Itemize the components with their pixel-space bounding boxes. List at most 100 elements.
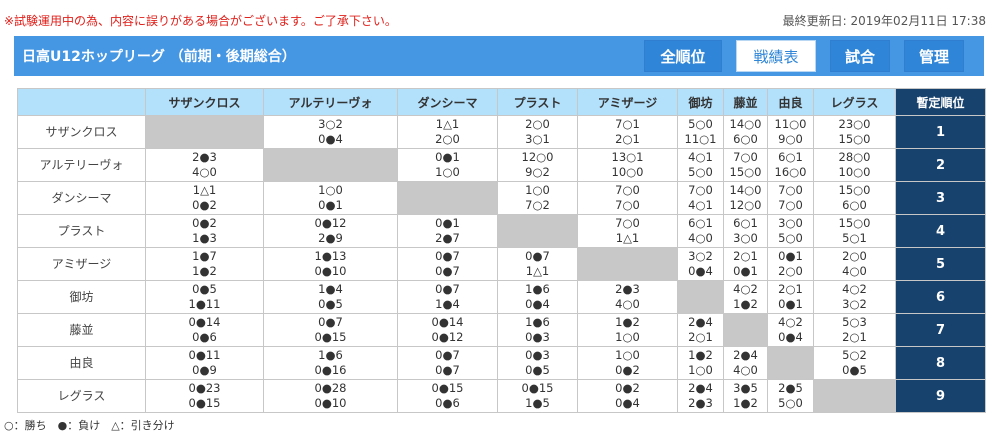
result-cell: 7○0 15○0 (723, 148, 768, 182)
team-name: レグラス (17, 379, 146, 413)
result-cell: 7○0 1△1 (577, 214, 678, 248)
provisional-rank: 5 (895, 247, 986, 281)
second-half-score: 0●4 (778, 330, 803, 344)
first-half-score: 0●28 (314, 381, 347, 395)
second-half-score: 2○1 (688, 330, 713, 344)
table-row: アルテリーヴォ 2●3 4○0 0●1 1○0 12○0 9○2 13○1 10○0 4○1 5○0… (17, 148, 986, 182)
second-half-score: 0●5 (318, 297, 343, 311)
first-half-score: 1●6 (525, 282, 550, 296)
result-cell: 2●4 2●3 (677, 379, 724, 413)
first-half-score: 2●4 (688, 381, 713, 395)
first-half-score: 6○1 (688, 216, 713, 230)
league-header: 日高U12ホップリーグ （前期・後期総合） 全順位 戦績表 試合 管理 (14, 36, 984, 76)
first-half-score: 7○0 (688, 183, 713, 197)
result-cell: 1●4 0●5 (263, 280, 398, 314)
first-half-score: 0●7 (435, 249, 460, 263)
result-cell: 1○0 0●1 (263, 181, 398, 215)
second-half-score: 4○0 (733, 363, 758, 377)
second-half-score: 4○0 (842, 264, 867, 278)
self-match-cell (497, 214, 578, 248)
team-name: 御坊 (17, 280, 146, 314)
first-half-score: 0●1 (435, 216, 460, 230)
second-half-score: 1●2 (733, 396, 758, 410)
first-half-score: 0●14 (188, 315, 221, 329)
result-cell: 4○2 3○2 (813, 280, 896, 314)
second-half-score: 5○0 (778, 231, 803, 245)
second-half-score: 5○1 (842, 231, 867, 245)
second-half-score: 6○0 (733, 132, 758, 146)
last-updated: 最終更新日: 2019年02月11日 17:38 (782, 14, 986, 28)
second-half-score: 9○0 (778, 132, 803, 146)
first-half-score: 2○0 (525, 117, 550, 131)
provisional-rank: 3 (895, 181, 986, 215)
second-half-score: 0●5 (525, 363, 550, 377)
second-half-score: 1●5 (525, 396, 550, 410)
second-half-score: 4○1 (688, 198, 713, 212)
first-half-score: 4○2 (733, 282, 758, 296)
second-half-score: 1△1 (615, 231, 640, 245)
first-half-score: 1●2 (688, 348, 713, 362)
result-cell: 0●7 1△1 (497, 247, 578, 281)
nav-admin-button[interactable]: 管理 (904, 40, 964, 72)
first-half-score: 4○2 (778, 315, 803, 329)
result-cell: 3●5 1●2 (723, 379, 768, 413)
first-half-score: 11○0 (774, 117, 807, 131)
first-half-score: 0●15 (431, 381, 464, 395)
second-half-score: 12○0 (729, 198, 762, 212)
result-cell: 1△1 0●2 (145, 181, 264, 215)
column-header: 由良 (767, 88, 814, 116)
result-cell: 2●3 4○0 (577, 280, 678, 314)
result-cell: 0●1 1○0 (397, 148, 498, 182)
result-cell: 2●5 5○0 (767, 379, 814, 413)
second-half-score: 1△1 (525, 264, 550, 278)
result-cell: 0●1 2●7 (397, 214, 498, 248)
column-header: アミザージ (577, 88, 678, 116)
result-legend: ○：勝ち ●：負け △：引き分け (4, 419, 175, 432)
first-half-score: 0●1 (435, 150, 460, 164)
first-half-score: 23○0 (838, 117, 871, 131)
second-half-score: 0●1 (778, 297, 803, 311)
result-cell: 0●7 0●15 (263, 313, 398, 347)
table-row: ダンシーマ 1△1 0●2 1○0 0●1 1○0 7○2 7○0 7○0 7○0 4○1 14○0 1… (17, 181, 986, 215)
column-header: プラスト (497, 88, 578, 116)
second-half-score: 3○0 (733, 231, 758, 245)
first-half-score: 1△1 (192, 183, 217, 197)
table-row: レグラス 0●23 0●15 0●28 0●10 0●15 0●6 0●15 1●5 0●2 0●4… (17, 379, 986, 413)
result-cell: 2○1 0●1 (723, 247, 768, 281)
result-cell: 3○2 0●4 (263, 115, 398, 149)
result-cell: 7○0 7○0 (767, 181, 814, 215)
result-cell: 4○2 1●2 (723, 280, 768, 314)
second-half-score: 1○0 (688, 363, 713, 377)
first-half-score: 4○2 (842, 282, 867, 296)
team-name: プラスト (17, 214, 146, 248)
first-half-score: 1△1 (435, 117, 460, 131)
first-half-score: 4○1 (688, 150, 713, 164)
team-name: サザンクロス (17, 115, 146, 149)
first-half-score: 0●15 (521, 381, 554, 395)
result-cell: 1○0 7○2 (497, 181, 578, 215)
first-half-score: 3○2 (318, 117, 343, 131)
result-cell: 0●2 1●3 (145, 214, 264, 248)
nav-standings-button[interactable]: 全順位 (644, 40, 722, 72)
result-cell: 1△1 2○0 (397, 115, 498, 149)
result-cell: 0●23 0●15 (145, 379, 264, 413)
table-row: 藤並 0●14 0●6 0●7 0●15 0●14 0●12 1●6 0●3 1●2 1○0 2●4 2… (17, 313, 986, 347)
first-half-score: 0●7 (318, 315, 343, 329)
result-cell: 0●7 1●4 (397, 280, 498, 314)
first-half-score: 0●2 (192, 216, 217, 230)
second-half-score: 0●15 (188, 396, 221, 410)
second-half-score: 11○1 (684, 132, 717, 146)
second-half-score: 0●7 (435, 264, 460, 278)
second-half-score: 3○1 (525, 132, 550, 146)
nav-matches-button[interactable]: 試合 (830, 40, 890, 72)
first-half-score: 3●5 (733, 381, 758, 395)
first-half-score: 1●7 (192, 249, 217, 263)
result-cell: 0●7 0●7 (397, 346, 498, 380)
team-name: ダンシーマ (17, 181, 146, 215)
first-half-score: 0●14 (431, 315, 464, 329)
second-half-score: 7○0 (778, 198, 803, 212)
second-half-score: 7○0 (615, 198, 640, 212)
nav-results-table-button[interactable]: 戦績表 (736, 40, 816, 72)
result-cell: 4○2 0●4 (767, 313, 814, 347)
result-cell: 0●15 1●5 (497, 379, 578, 413)
